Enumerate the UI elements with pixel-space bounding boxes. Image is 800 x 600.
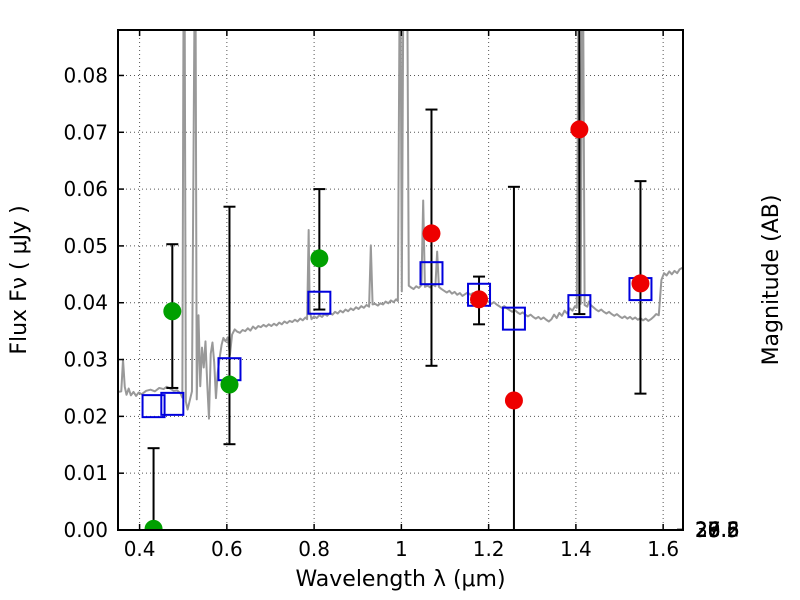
y-right-tick-label: 26.8 [695, 518, 740, 542]
data-point-green [144, 519, 163, 530]
x-tick-label: 1.2 [473, 537, 505, 561]
data-point-green [220, 375, 239, 394]
data-point-red [470, 290, 489, 309]
y-left-tick-label: 0.03 [63, 348, 108, 372]
y-axis-title-left: Flux Fν ( μJy ) [7, 205, 32, 354]
y-axis-title-right: Magnitude (AB) [759, 195, 784, 366]
grid-lines [118, 30, 683, 531]
model-photometry-square [160, 391, 185, 416]
error-bar [223, 205, 236, 446]
axis-labels: 0.4 0.6 0.8 1 1.2 1.4 1.6 0.00 0.01 0.02 0.03 0.04 0… [7, 63, 784, 592]
x-tick-label: 1.6 [647, 537, 679, 561]
y-right-tick-label: 28.5 [695, 518, 740, 542]
x-tick-label: 0.6 [211, 537, 243, 561]
y-left-tick-label: 0.06 [63, 177, 108, 201]
error-bar [147, 447, 160, 530]
model-photometry-square [141, 394, 166, 419]
y-right-tick-label: 28 [695, 518, 720, 542]
model-photometry-square [567, 294, 592, 319]
y-left-tick-label: 0.05 [63, 234, 108, 258]
spectrum-path [118, 30, 683, 420]
data-point-red [631, 274, 650, 293]
error-bar [507, 185, 520, 530]
axes-frame [117, 29, 684, 531]
x-tick-label: 1 [395, 537, 408, 561]
y-left-tick-label: 0.00 [63, 518, 108, 542]
y-axis-title-right-group: Magnitude (AB) [759, 195, 784, 366]
y-left-tick-label: 0.08 [63, 63, 108, 87]
model-photometry-square [501, 306, 526, 331]
y-left-tick-label: 0.04 [63, 291, 108, 315]
x-tick-label: 0.8 [298, 537, 330, 561]
plot-frame [117, 29, 684, 531]
data-point-green [163, 302, 182, 321]
data-point-red [422, 224, 441, 243]
model-photometry-square [307, 290, 332, 315]
y-right-tick-label: 26.6 [695, 518, 740, 542]
data-point-red [504, 391, 523, 410]
axis-ticks [118, 30, 683, 531]
y-right-tick-label: 27 [695, 518, 720, 542]
y-right-tick-label: 27.5 [695, 518, 740, 542]
y-left-tick-label: 0.01 [63, 461, 108, 485]
y-left-tick-label: 0.02 [63, 404, 108, 428]
model-spectrum-curve [118, 30, 683, 420]
y-right-tick-label: 27.2 [695, 518, 740, 542]
error-bar [573, 30, 586, 316]
x-axis-title: Wavelength λ (μm) [295, 567, 505, 592]
y-axis-title-group: Flux Fν ( μJy ) [7, 205, 32, 354]
observed-photometry-markers [144, 120, 650, 530]
x-tick-label: 0.4 [124, 537, 156, 561]
error-bar [313, 188, 326, 311]
y-left-tick-label: 0.07 [63, 120, 108, 144]
data-point-green [310, 249, 329, 268]
y-right-tick-label: 30 [695, 518, 720, 542]
x-tick-label: 1.4 [560, 537, 592, 561]
model-photometry-square [419, 261, 444, 286]
data-point-red [570, 120, 589, 139]
y-right-tick-label: 29 [695, 518, 720, 542]
